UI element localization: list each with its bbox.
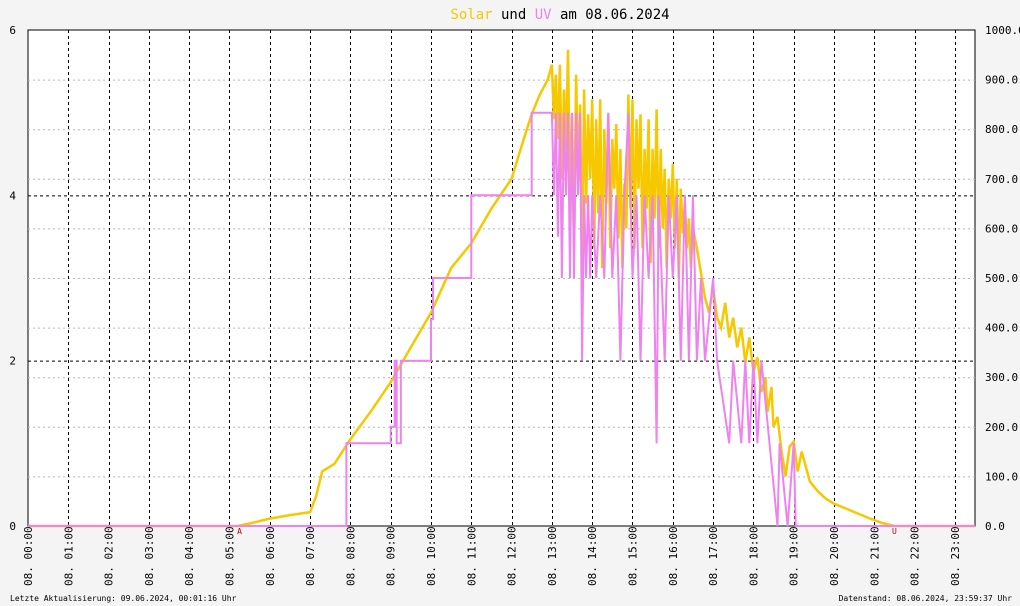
x-axis-tick-label: 08. 05:00	[223, 526, 236, 586]
right-axis-tick-label: 600.0	[985, 222, 1018, 235]
x-axis-tick-label: 08. 14:00	[586, 526, 599, 586]
left-axis-tick-label: 0	[9, 520, 16, 533]
plot-area	[27, 29, 976, 527]
title-part-0: Solar	[450, 7, 492, 23]
title-part-3: am 08.06.2024	[552, 7, 670, 23]
x-axis-tick-label: 08. 19:00	[788, 526, 801, 586]
right-axis-tick-label: 800.0	[985, 123, 1018, 136]
x-axis-tick-label: 08. 01:00	[62, 526, 75, 586]
x-axis-tick-label: 08. 09:00	[385, 526, 398, 586]
x-axis-tick-label: 08. 17:00	[707, 526, 720, 586]
sun-marker-a: A	[237, 527, 242, 536]
x-axis-tick-label: 08. 21:00	[868, 526, 881, 586]
x-axis-tick-label: 08. 20:00	[828, 526, 841, 586]
left-axis-tick-label: 4	[9, 189, 16, 202]
title-part-2: UV	[535, 7, 552, 23]
x-axis-tick-label: 08. 13:00	[546, 526, 559, 586]
left-axis-tick-label: 6	[9, 24, 16, 37]
right-axis-tick-label: 700.0	[985, 173, 1018, 186]
right-axis-tick-label: 1000.0	[985, 24, 1020, 37]
title-part-1: und	[493, 7, 535, 23]
x-axis-tick-label: 08. 11:00	[465, 526, 478, 586]
right-axis-tick-label: 200.0	[985, 421, 1018, 434]
right-axis-tick-label: 300.0	[985, 371, 1018, 384]
x-axis-tick-label: 08. 02:00	[103, 526, 116, 586]
x-axis-tick-label: 08. 07:00	[304, 526, 317, 586]
x-axis-tick-label: 08. 15:00	[626, 526, 639, 586]
left-axis-tick-label: 2	[9, 355, 16, 368]
right-axis-tick-label: 100.0	[985, 470, 1018, 483]
series-line-solar	[28, 49, 975, 528]
axis-labels: 0 2 4 6 0.0 100.0 200.0 300.0 400.0 500.0 600.0 700…	[9, 24, 1020, 586]
right-axis-tick-label: 900.0	[985, 74, 1018, 87]
x-axis-tick-label: 08. 06:00	[264, 526, 277, 586]
x-axis-tick-label: 08. 12:00	[506, 526, 519, 586]
right-axis-tick-label: 400.0	[985, 322, 1018, 335]
chart-title: Solar und UV am 08.06.2024	[450, 7, 669, 23]
x-axis-tick-label: 08. 00:00	[22, 526, 35, 586]
series-group	[28, 49, 975, 528]
x-axis-tick-label: 08. 08:00	[344, 526, 357, 586]
x-axis-tick-label: 08. 10:00	[425, 526, 438, 586]
x-axis-tick-label: 08. 03:00	[143, 526, 156, 586]
right-axis-tick-label: 0.0	[985, 520, 1005, 533]
data-status-text: Datenstand: 08.06.2024, 23:59:37 Uhr	[839, 594, 1013, 603]
x-axis-tick-label: 08. 18:00	[747, 526, 760, 586]
x-axis-tick-label: 08. 23:00	[949, 526, 962, 586]
x-axis-tick-label: 08. 04:00	[183, 526, 196, 586]
x-axis-tick-label: 08. 22:00	[909, 526, 922, 586]
series-line-uv	[28, 111, 975, 527]
sun-marker-u: U	[892, 527, 897, 536]
x-axis-tick-label: 08. 16:00	[667, 526, 680, 586]
last-update-text: Letzte Aktualisierung: 09.06.2024, 00:01…	[10, 594, 237, 603]
right-axis-tick-label: 500.0	[985, 272, 1018, 285]
